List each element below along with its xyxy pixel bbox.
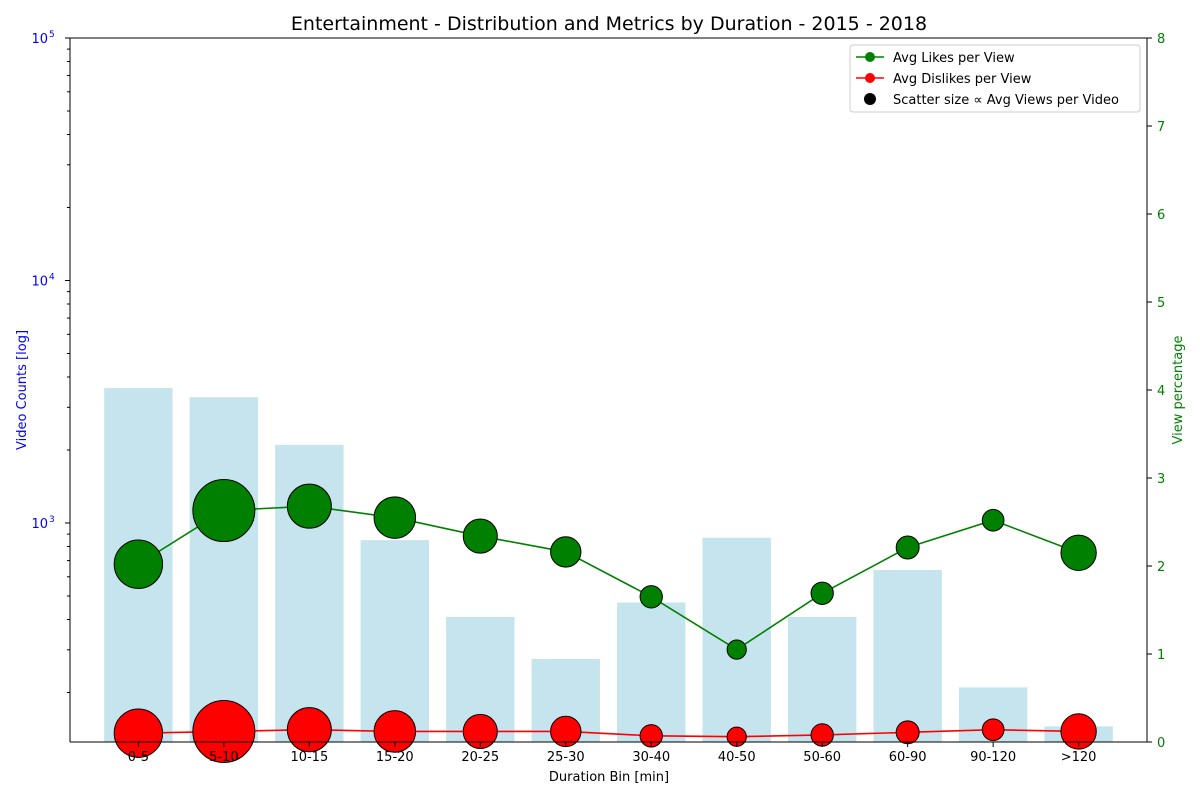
series-bubble-1-6 <box>639 724 663 748</box>
series-bubble-1-4 <box>462 713 498 749</box>
left-tick-label-1: 10 <box>31 275 48 290</box>
bar-30-40 <box>617 602 686 742</box>
x-tick-label-2: 10-15 <box>290 750 328 765</box>
series-bubble-0-3 <box>373 496 417 539</box>
series-bubble-0-11 <box>1060 534 1097 571</box>
legend-dislikes-label: Avg Dislikes per View <box>893 72 1032 87</box>
x-tick-label-1: 5-10 <box>209 750 239 765</box>
bar-5-10 <box>189 397 259 742</box>
x-tick-label-7: 40-50 <box>718 750 756 765</box>
right-axis-label: View percentage <box>1171 336 1186 445</box>
right-tick-label-6: 6 <box>1157 208 1165 223</box>
series-bubble-0-1 <box>192 479 256 543</box>
right-tick-label-8: 8 <box>1157 32 1165 47</box>
left-tick-exp-0: 3 <box>49 515 55 525</box>
legend: Avg Likes per View Avg Dislikes per View… <box>849 44 1141 113</box>
left-axis-label: Video Counts [log] <box>15 330 30 450</box>
series-bubble-0-2 <box>286 483 332 529</box>
legend-likes-marker <box>865 52 875 62</box>
x-tick-label-8: 50-60 <box>803 750 841 765</box>
right-tick-label-5: 5 <box>1157 296 1165 311</box>
series-bubble-0-10 <box>981 508 1005 532</box>
series-bubble-1-9 <box>895 720 920 745</box>
x-tick-label-9: 60-90 <box>889 750 927 765</box>
legend-dislikes-marker <box>865 73 875 83</box>
x-tick-label-10: 90-120 <box>970 750 1016 765</box>
series-bubble-0-4 <box>462 518 498 554</box>
legend-likes-label: Avg Likes per View <box>893 51 1015 66</box>
x-tick-label-4: 20-25 <box>461 750 499 765</box>
x-tick-label-11: >120 <box>1061 750 1097 765</box>
series-bubble-1-2 <box>286 707 332 753</box>
series-bubble-0-5 <box>550 536 582 568</box>
series-bubble-0-9 <box>895 535 920 560</box>
series-bubble-0-0 <box>113 539 164 589</box>
left-tick-exp-2: 5 <box>49 30 55 40</box>
series-bubble-1-11 <box>1060 713 1097 750</box>
bar-15-20 <box>360 540 429 742</box>
left-tick-label-0: 10 <box>31 517 48 532</box>
series-bubble-1-10 <box>981 718 1005 742</box>
right-tick-label-0: 0 <box>1157 736 1165 751</box>
left-tick-exp-1: 4 <box>49 273 55 283</box>
x-tick-label-3: 15-20 <box>376 750 414 765</box>
x-axis-label: Duration Bin [min] <box>549 770 669 785</box>
legend-box <box>849 44 1141 113</box>
x-tick-label-0: 0-5 <box>128 750 149 765</box>
series-bubble-1-1 <box>192 699 256 763</box>
series-bubble-0-6 <box>639 585 663 609</box>
right-tick-label-1: 1 <box>1157 648 1165 663</box>
plot-frame <box>69 37 1148 743</box>
right-tick-label-2: 2 <box>1157 560 1165 575</box>
x-tick-label-6: 30-40 <box>632 750 670 765</box>
legend-size-label: Scatter size ∝ Avg Views per Video <box>893 93 1119 108</box>
series-bubble-1-0 <box>113 708 164 758</box>
bar-50-60 <box>788 616 857 742</box>
x-tick-label-5: 25-30 <box>547 750 585 765</box>
right-tick-label-7: 7 <box>1157 120 1165 135</box>
chart-title: Entertainment - Distribution and Metrics… <box>291 13 927 35</box>
right-tick-label-4: 4 <box>1157 384 1165 399</box>
right-tick-label-3: 3 <box>1157 472 1165 487</box>
left-tick-label-2: 10 <box>31 32 48 47</box>
series-bubble-0-8 <box>810 581 834 605</box>
legend-size-marker <box>864 93 876 105</box>
axes-layer: 0-5 5-10 10-15 15-20 20-25 25-30 30-40 40-50 50-… <box>31 30 1165 765</box>
bar-60-90 <box>873 570 942 742</box>
series-bubble-0-7 <box>726 639 747 660</box>
